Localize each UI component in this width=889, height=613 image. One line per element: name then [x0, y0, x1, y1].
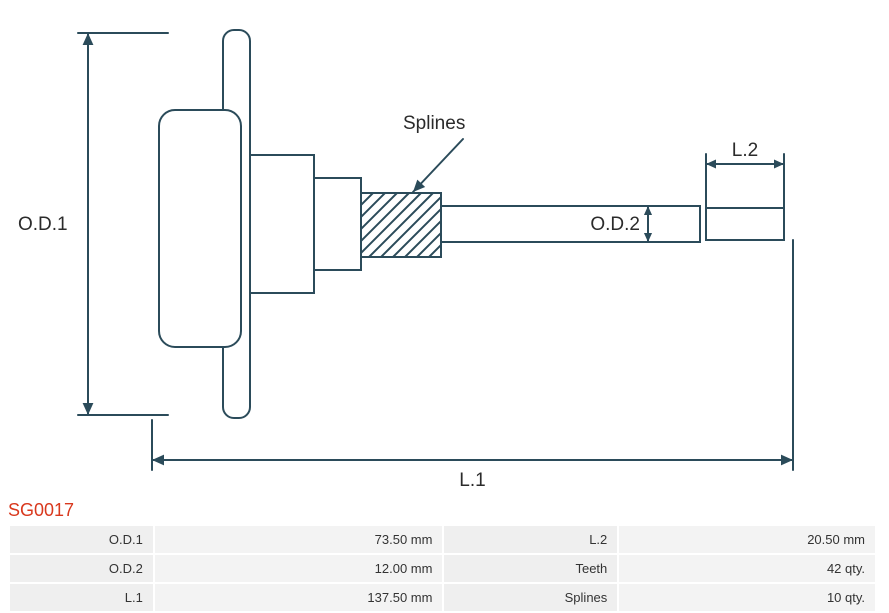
part-code: SG0017 — [8, 500, 74, 521]
spec-value: 20.50 mm — [619, 526, 875, 553]
technical-drawing: O.D.1 L.1 L.2 O.D.2 Splines — [0, 0, 889, 495]
spec-table: O.D.173.50 mmL.220.50 mmO.D.212.00 mmTee… — [8, 524, 877, 613]
spec-key: O.D.2 — [10, 555, 153, 582]
spec-value: 42 qty. — [619, 555, 875, 582]
table-row: O.D.212.00 mmTeeth42 qty. — [10, 555, 875, 582]
spec-key: O.D.1 — [10, 526, 153, 553]
drawing-svg: O.D.1 L.1 L.2 O.D.2 Splines — [0, 0, 889, 495]
spec-value: 73.50 mm — [155, 526, 443, 553]
svg-text:L.1: L.1 — [459, 470, 485, 491]
svg-text:O.D.2: O.D.2 — [590, 214, 640, 235]
svg-text:Splines: Splines — [403, 113, 465, 134]
spec-value: 12.00 mm — [155, 555, 443, 582]
svg-text:L.2: L.2 — [732, 140, 758, 161]
svg-text:O.D.1: O.D.1 — [18, 214, 68, 235]
spec-key: L.2 — [444, 526, 617, 553]
table-row: O.D.173.50 mmL.220.50 mm — [10, 526, 875, 553]
spec-key: Teeth — [444, 555, 617, 582]
